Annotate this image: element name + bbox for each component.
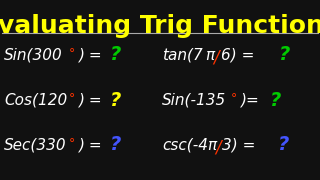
Text: °: ° [69,137,75,150]
Text: )=: )= [241,93,265,107]
Text: °: ° [69,92,75,105]
Text: Evaluating Trig Functions: Evaluating Trig Functions [0,14,320,38]
Text: tan(7: tan(7 [162,48,203,62]
Text: Sin(300: Sin(300 [4,48,63,62]
Text: ) =: ) = [79,48,108,62]
Text: ?: ? [110,46,121,64]
Text: ) =: ) = [79,93,108,107]
Text: /: / [215,138,220,156]
Text: π: π [207,138,216,152]
Text: 3) =: 3) = [222,138,260,152]
Text: ?: ? [279,46,290,64]
Text: ?: ? [110,136,121,154]
Text: ?: ? [278,136,289,154]
Text: π: π [205,48,214,62]
Text: Sec(330: Sec(330 [4,138,67,152]
Text: ?: ? [110,91,121,109]
Text: ?: ? [270,91,281,109]
Text: 6) =: 6) = [221,48,259,62]
Text: csc(-4: csc(-4 [162,138,208,152]
Text: Sin(-135: Sin(-135 [162,93,226,107]
Text: °: ° [69,47,75,60]
Text: °: ° [231,92,237,105]
Text: Cos(120: Cos(120 [4,93,67,107]
Text: /: / [213,48,219,66]
Text: ) =: ) = [79,138,108,152]
